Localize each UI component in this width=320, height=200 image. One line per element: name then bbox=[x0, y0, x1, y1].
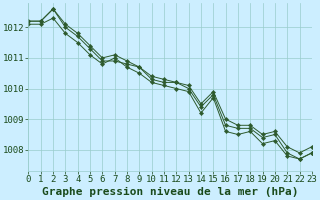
X-axis label: Graphe pression niveau de la mer (hPa): Graphe pression niveau de la mer (hPa) bbox=[42, 187, 298, 197]
